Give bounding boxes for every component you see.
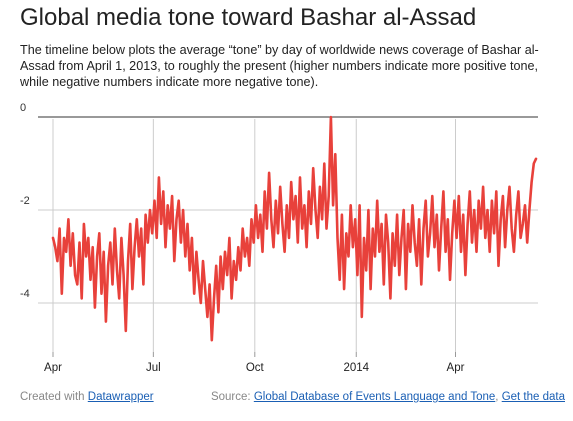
x-axis-tick-labels: Apr Jul Oct 2014 Apr xyxy=(44,362,465,374)
get-the-data-link[interactable]: Get the data xyxy=(501,391,565,403)
created-with-text: Created with xyxy=(20,391,85,403)
line-chart: 0 -2 -4 Apr Jul Oct 2014 Apr xyxy=(20,102,538,374)
source-link[interactable]: Global Database of Events Language and T… xyxy=(253,391,496,403)
x-tick-label: Jul xyxy=(146,362,161,374)
x-tick-label: Apr xyxy=(447,362,465,374)
y-tick-label: -2 xyxy=(20,195,30,207)
x-tick-label: Oct xyxy=(246,362,265,374)
chart-description: The timeline below plots the average “to… xyxy=(20,43,539,89)
source-label: Source: xyxy=(210,391,251,403)
series-layer xyxy=(51,115,538,342)
datawrapper-link[interactable]: Datawrapper xyxy=(87,391,154,403)
x-tick-label: Apr xyxy=(44,362,62,374)
y-axis-tick-labels: 0 -2 -4 xyxy=(20,102,30,300)
y-tick-label: -4 xyxy=(20,288,30,300)
chart-title: Global media tone toward Bashar al-Assad xyxy=(20,4,477,31)
x-tick-label: 2014 xyxy=(343,362,369,374)
source-separator: , xyxy=(495,391,499,403)
series-line-0 xyxy=(51,115,538,342)
footer-credit: Created with Datawrapper xyxy=(20,391,154,403)
footer-source: Source: Global Database of Events Langua… xyxy=(211,391,565,403)
y-tick-label: 0 xyxy=(20,102,26,114)
